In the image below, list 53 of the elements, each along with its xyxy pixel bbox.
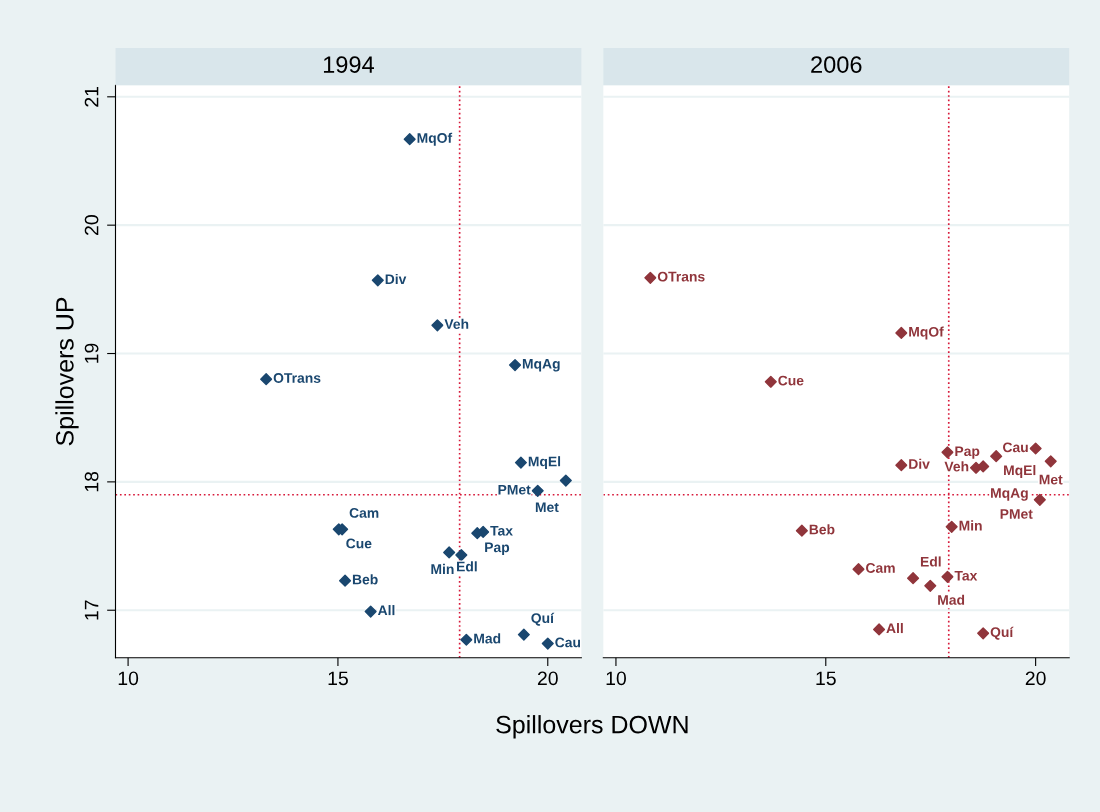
annotation: OTrans [657, 271, 705, 282]
annotation: Cue [778, 375, 804, 386]
annotation: Tax [954, 570, 978, 581]
annotation: Mad [938, 594, 965, 605]
chart-title: 1994 [323, 56, 374, 73]
annotation: Met [535, 502, 559, 513]
annotation: Met [1039, 474, 1063, 485]
y-tick-label: 18 [84, 471, 99, 492]
annotation: PMet [498, 484, 531, 495]
annotation: Div [909, 458, 930, 469]
x-tick-label: 20 [537, 671, 558, 686]
annotation: MqAg [991, 488, 1028, 501]
annotation: Cue [346, 538, 372, 549]
x-tick-label: 15 [328, 671, 348, 686]
annotation: Tax [490, 525, 513, 536]
y-tick-label: 19 [84, 343, 99, 363]
annotation: Veh [944, 461, 969, 472]
annotation: Pap [485, 542, 510, 555]
annotation: MqAg [522, 359, 560, 372]
annotation: Cau [555, 637, 581, 648]
annotation: MqEl [528, 456, 561, 470]
x-tick-label: 10 [118, 671, 139, 686]
annotation: Min [431, 563, 454, 574]
annotation: Mad [474, 633, 501, 644]
x-tick-label: 20 [1025, 671, 1046, 686]
annotation: MqOf [417, 132, 453, 146]
x-axis-title: Spillovers DOWN [496, 715, 688, 739]
annotation: Beb [809, 524, 835, 535]
annotation: All [377, 605, 395, 616]
annotation: MqOf [909, 326, 944, 340]
annotation: Quí [531, 612, 555, 626]
annotation: Edl [920, 556, 941, 567]
annotation: Cam [349, 507, 379, 518]
annotation: MqEl [1004, 465, 1036, 478]
y-tick-label: 20 [84, 215, 99, 235]
annotation: Veh [444, 318, 469, 330]
y-axis-title: Spillovers UP [55, 297, 79, 446]
y-tick-label: 17 [84, 600, 99, 620]
annotation: Beb [352, 574, 378, 585]
annotation: PMet [1000, 509, 1033, 519]
annotation: Quí [990, 626, 1014, 640]
annotation: Edl [457, 561, 477, 572]
chart-title: 2006 [811, 56, 862, 73]
x-tick-label: 10 [606, 671, 626, 686]
annotation: Min [959, 520, 982, 531]
annotation: Pap [955, 446, 980, 459]
x-tick-label: 15 [816, 671, 836, 686]
annotation: Div [385, 273, 407, 284]
annotation: Cam [866, 563, 895, 573]
annotation: All [886, 623, 903, 634]
y-tick-label: 21 [84, 86, 99, 107]
annotation: Cau [1003, 442, 1028, 453]
annotation: OTrans [273, 373, 321, 383]
